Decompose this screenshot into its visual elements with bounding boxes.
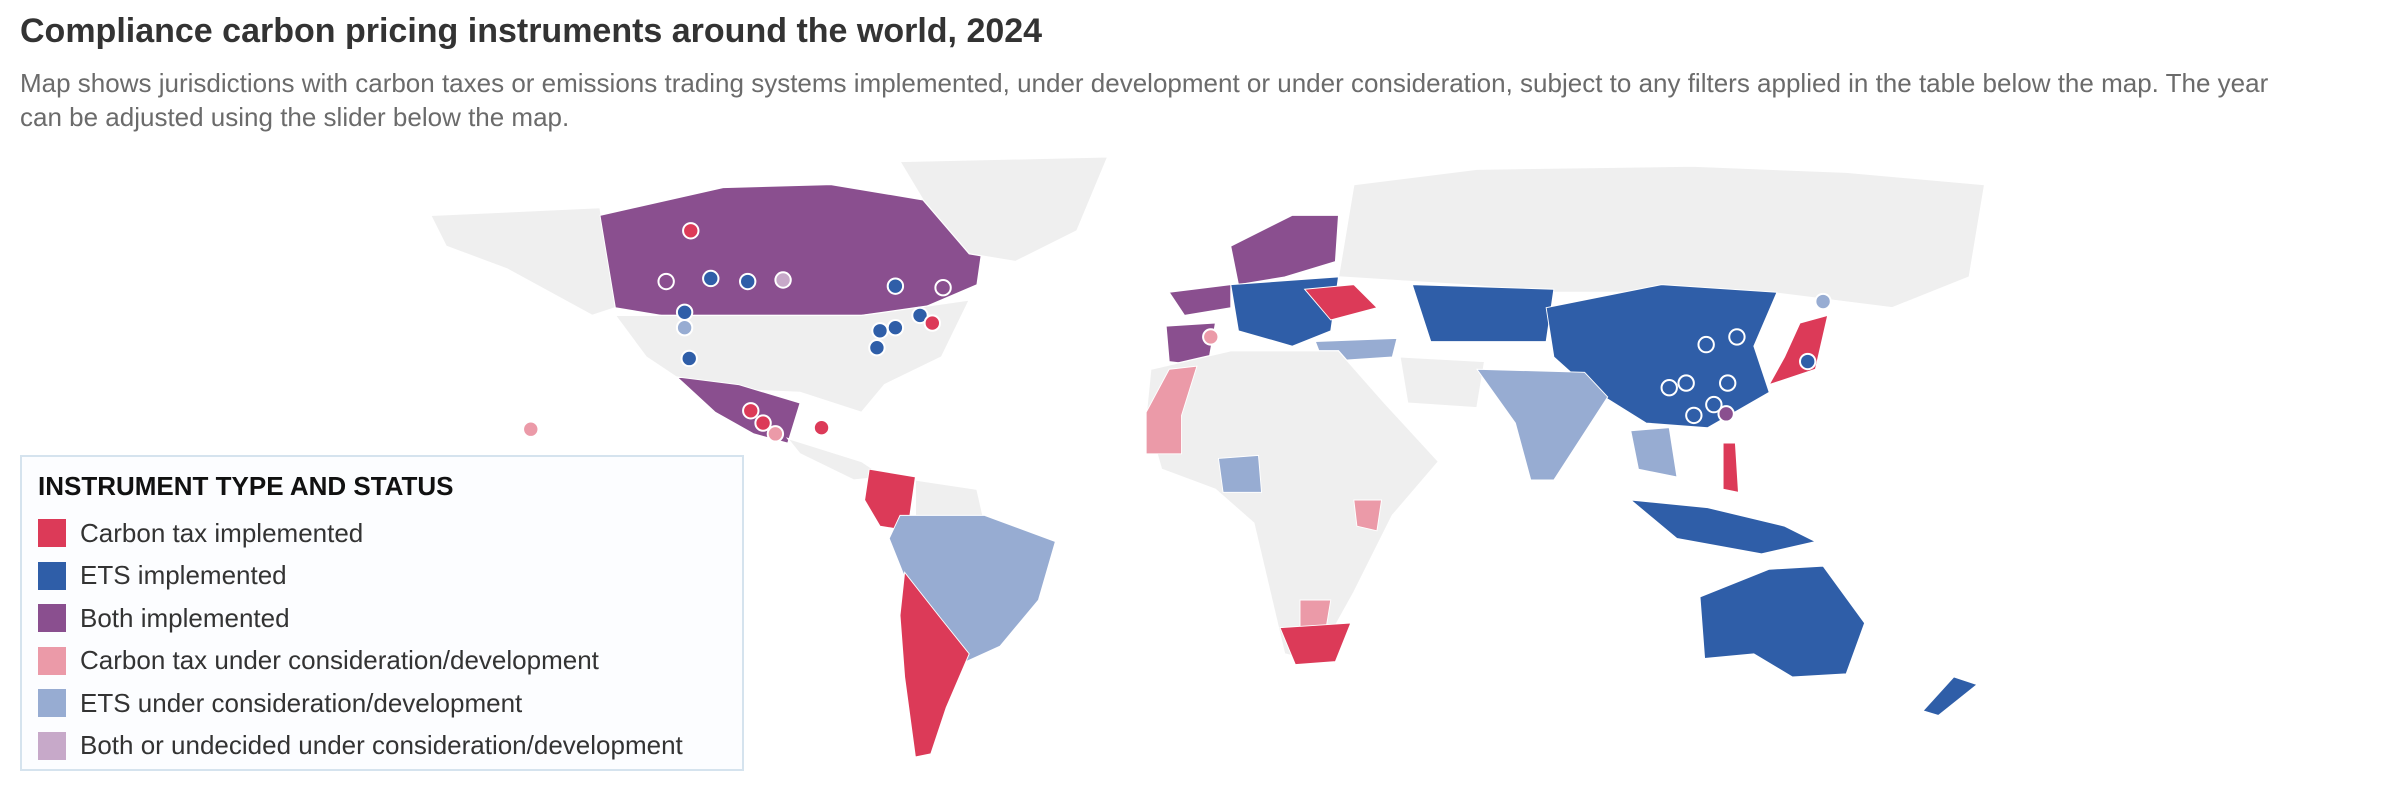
new-zealand [1922,676,1978,716]
jurisdiction-dot [911,306,929,325]
jurisdiction-dot [754,414,772,432]
legend-swatch [38,731,66,760]
jurisdiction-dot [1719,374,1737,392]
china [1545,284,1778,429]
jurisdiction-dot [766,425,785,443]
jurisdiction-dot [1728,328,1746,346]
legend-items: Carbon tax implemented ETS implemented Bot… [38,512,726,767]
jurisdiction-dot [682,222,700,240]
middle-east [1399,356,1486,409]
australia [1699,565,1866,678]
jurisdiction-dot [1697,335,1715,354]
jurisdiction-dot [739,272,757,291]
africa [1145,350,1440,663]
brazil [888,514,1056,663]
legend-swatch [38,604,66,633]
legend-label: Carbon tax under consideration/developme… [80,645,599,676]
jurisdiction-dot [812,419,831,437]
jurisdiction-dot [886,319,905,337]
jurisdiction-dot [702,269,720,288]
jurisdiction-dot [871,322,889,340]
legend-label: ETS implemented [80,560,287,591]
japan [1768,314,1829,386]
legend: INSTRUMENT TYPE AND STATUS Carbon tax im… [20,455,744,771]
jurisdiction-dot [1799,352,1817,371]
jurisdiction-dot [1814,292,1832,311]
legend-label: Both implemented [80,602,290,633]
southeast-asia [1630,427,1678,478]
morocco-mauritania [1145,365,1198,455]
kenya [1353,499,1383,532]
legend-item: Both implemented [38,597,726,640]
jurisdiction-dot [923,314,942,332]
jurisdiction-dot [1660,379,1678,397]
argentina-chile [899,571,970,758]
nigeria [1217,454,1263,493]
botswana [1299,599,1332,629]
jurisdiction-dot [675,303,694,321]
jurisdiction-dot [657,272,675,291]
india [1476,368,1609,481]
jurisdiction-dot [742,402,760,420]
greenland [898,156,1109,263]
ukraine [1303,284,1378,321]
jurisdiction-dot [1677,374,1695,392]
subtitle: Map shows jurisdictions with carbon taxe… [20,68,2269,132]
jurisdiction-dot [675,319,694,337]
jurisdiction-dot [934,279,952,297]
jurisdiction-dot [1705,395,1723,414]
jurisdiction-dot [868,339,886,357]
jurisdiction-dot [1685,406,1703,425]
legend-label: ETS under consideration/development [80,687,523,718]
legend-label: Both or undecided under consideration/de… [80,730,683,761]
kazakhstan [1411,284,1555,343]
jurisdiction-dot [522,420,540,438]
jurisdiction-dot [680,349,698,368]
philippines [1722,442,1739,493]
legend-item: ETS under consideration/development [38,682,726,725]
legend-swatch [38,689,66,718]
jurisdiction-dot [886,277,905,295]
legend-swatch [38,646,66,675]
legend-swatch [38,561,66,590]
legend-label: Carbon tax implemented [80,517,364,548]
legend-title: INSTRUMENT TYPE AND STATUS [38,471,454,501]
uk [1168,284,1232,316]
indonesia [1629,499,1817,555]
legend-item: Both or undecided under consideration/de… [38,725,726,768]
legend-swatch [38,519,66,548]
jurisdiction-dot [774,271,792,289]
jurisdiction-dot [1202,328,1220,346]
south-africa [1279,622,1352,666]
legend-item: Carbon tax implemented [38,512,726,555]
title: Compliance carbon pricing instruments ar… [20,12,1043,50]
legend-item: ETS implemented [38,555,726,598]
jurisdiction-dot [1717,405,1735,423]
legend-item: Carbon tax under consideration/developme… [38,640,726,683]
nordics [1230,214,1339,286]
alaska [429,207,617,317]
